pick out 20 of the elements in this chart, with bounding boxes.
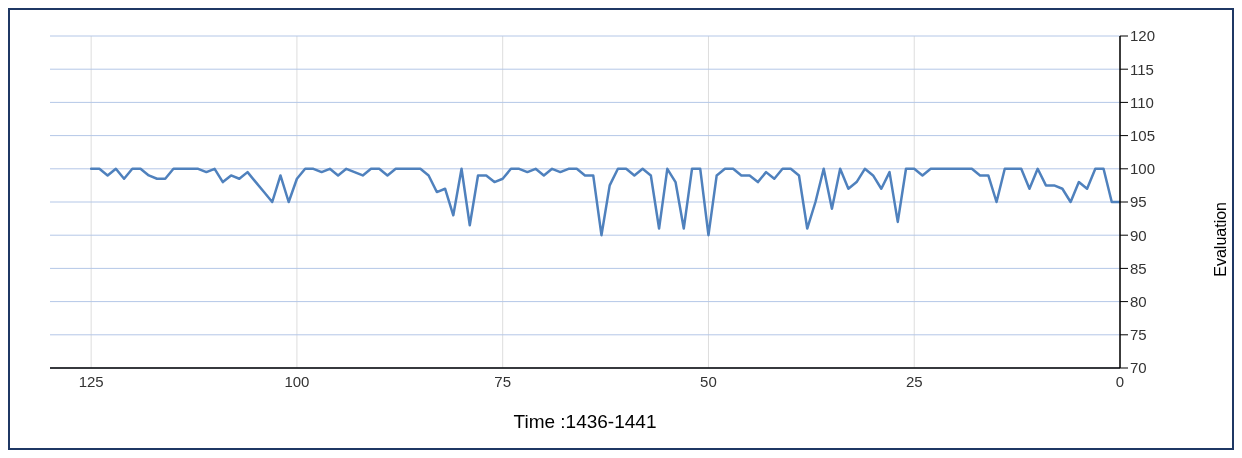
line-series bbox=[89, 167, 1120, 237]
x-tick-label: 25 bbox=[905, 372, 923, 390]
y-axis-title: Evaluation bbox=[1211, 202, 1229, 277]
x-axis-title: Time :1436-1441 bbox=[513, 411, 657, 432]
y-tick-label: 85 bbox=[1130, 259, 1147, 277]
y-tick-label: 80 bbox=[1130, 292, 1147, 310]
y-tick-label: 100 bbox=[1130, 160, 1156, 178]
y-tick-label: 95 bbox=[1130, 193, 1147, 211]
y-tick-label: 120 bbox=[1130, 27, 1156, 45]
x-tick-label: 50 bbox=[700, 372, 717, 390]
y-tick-label: 70 bbox=[1130, 359, 1147, 377]
x-tick-label: 100 bbox=[284, 372, 310, 390]
y-tick-label: 75 bbox=[1130, 326, 1147, 344]
x-tick-label: 0 bbox=[1115, 372, 1125, 390]
y-tick-label: 110 bbox=[1130, 93, 1154, 111]
y-tick-label: 90 bbox=[1130, 226, 1147, 244]
y-tick-label: 105 bbox=[1130, 126, 1156, 144]
x-tick-label: 125 bbox=[78, 372, 104, 390]
y-tick-label: 115 bbox=[1130, 60, 1154, 78]
x-tick-label: 75 bbox=[494, 372, 512, 390]
